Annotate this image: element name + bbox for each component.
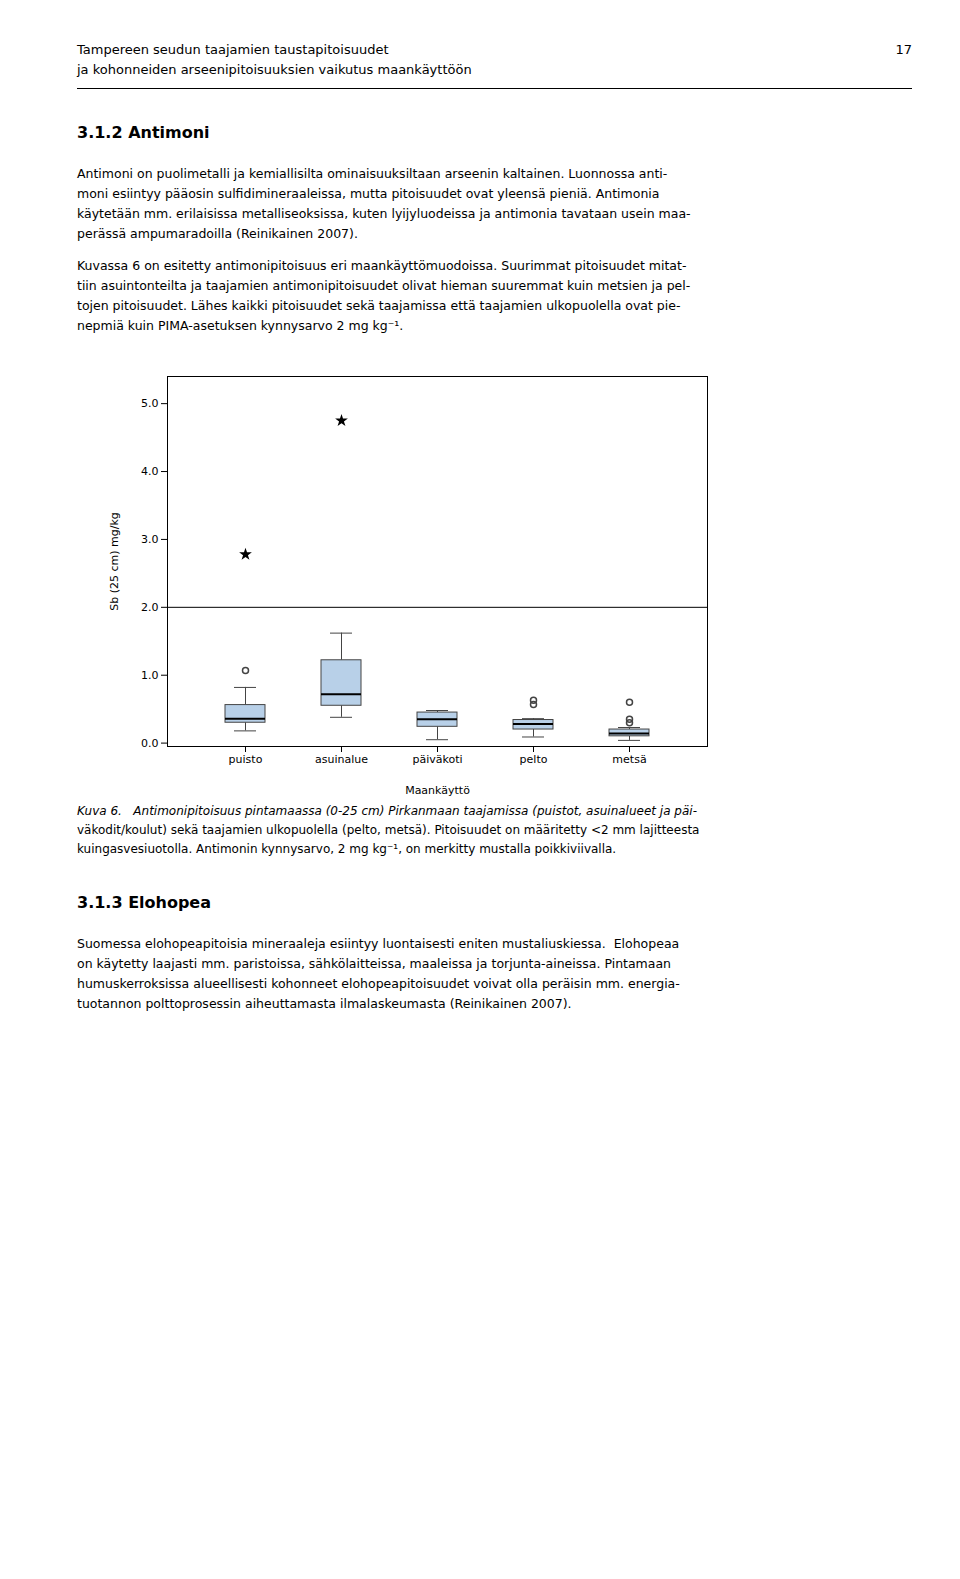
html-text:käytetään mm. erilaisissa meta: käytetään mm. erilaisissa metalliseoksis… [77, 206, 691, 221]
svg-text:metsä: metsä [612, 753, 646, 766]
html-text:Tampereen seudun taajamien tau: Tampereen seudun taajamien taustapitoisu… [77, 42, 389, 57]
svg-text:Maankäyttö: Maankäyttö [405, 784, 470, 797]
html-text:Antimoni on puolimetalli ja ke: Antimoni on puolimetalli ja kemiallisilt… [77, 166, 668, 181]
html-text:humuskerroksissa alueellisesti: humuskerroksissa alueellisesti kohonneet… [77, 976, 680, 991]
svg-text:päiväkoti: päiväkoti [412, 753, 462, 766]
html-text:Kuvassa 6 on esitetty antimoni: Kuvassa 6 on esitetty antimonipitoisuus … [77, 258, 687, 273]
svg-text:puisto: puisto [229, 753, 263, 766]
svg-text:1.0: 1.0 [141, 669, 159, 682]
html-text:Suomessa elohopeapitoisia mine: Suomessa elohopeapitoisia mineraaleja es… [77, 936, 680, 951]
html-text:nepmiä kuin PIMA-asetuksen kyn: nepmiä kuin PIMA-asetuksen kynnysarvo 2 … [77, 318, 404, 333]
html-text:Kuva 6. Antimonipitoisuus pint: Kuva 6. Antimonipitoisuus pintamaassa (0… [77, 804, 697, 818]
svg-text:pelto: pelto [520, 753, 548, 766]
svg-text:0.0: 0.0 [141, 737, 159, 750]
svg-text:4.0: 4.0 [141, 465, 159, 478]
svg-text:asuinalue: asuinalue [315, 753, 368, 766]
svg-text:5.0: 5.0 [141, 397, 159, 410]
html-text:on käytetty laajasti mm. paris: on käytetty laajasti mm. paristoissa, sä… [77, 956, 671, 971]
html-text:tiin asuintonteilta ja taajami: tiin asuintonteilta ja taajamien antimon… [77, 278, 691, 293]
svg-text:Sb (25 cm) mg/kg: Sb (25 cm) mg/kg [108, 512, 121, 611]
svg-text:3.0: 3.0 [141, 533, 159, 546]
html-text:3.1.2 Antimoni: 3.1.2 Antimoni [77, 123, 210, 142]
html-text:tuotannon polttoprosessin aihe: tuotannon polttoprosessin aiheuttamasta … [77, 996, 572, 1011]
html-text:ja kohonneiden arseenipitoisuu: ja kohonneiden arseenipitoisuuksien vaik… [77, 62, 472, 77]
html-text:tojen pitoisuudet. Lähes kaikk: tojen pitoisuudet. Lähes kaikki pitoisuu… [77, 298, 681, 313]
html-text:perässä ampumaradoilla (Reinik: perässä ampumaradoilla (Reinikainen 2007… [77, 226, 358, 241]
html-text:17: 17 [895, 42, 912, 57]
html-text:kuingasvesiuotolla. Antimonin: kuingasvesiuotolla. Antimonin kynnysarvo… [77, 842, 617, 856]
html-text:moni esiintyy pääosin sulfidim: moni esiintyy pääosin sulfidimineraaleis… [77, 186, 660, 201]
html-text:3.1.3 Elohopea: 3.1.3 Elohopea [77, 893, 211, 912]
svg-text:2.0: 2.0 [141, 601, 159, 614]
html-text:väkodit/koulut) sekä taajamien: väkodit/koulut) sekä taajamien ulkopuole… [77, 823, 700, 837]
